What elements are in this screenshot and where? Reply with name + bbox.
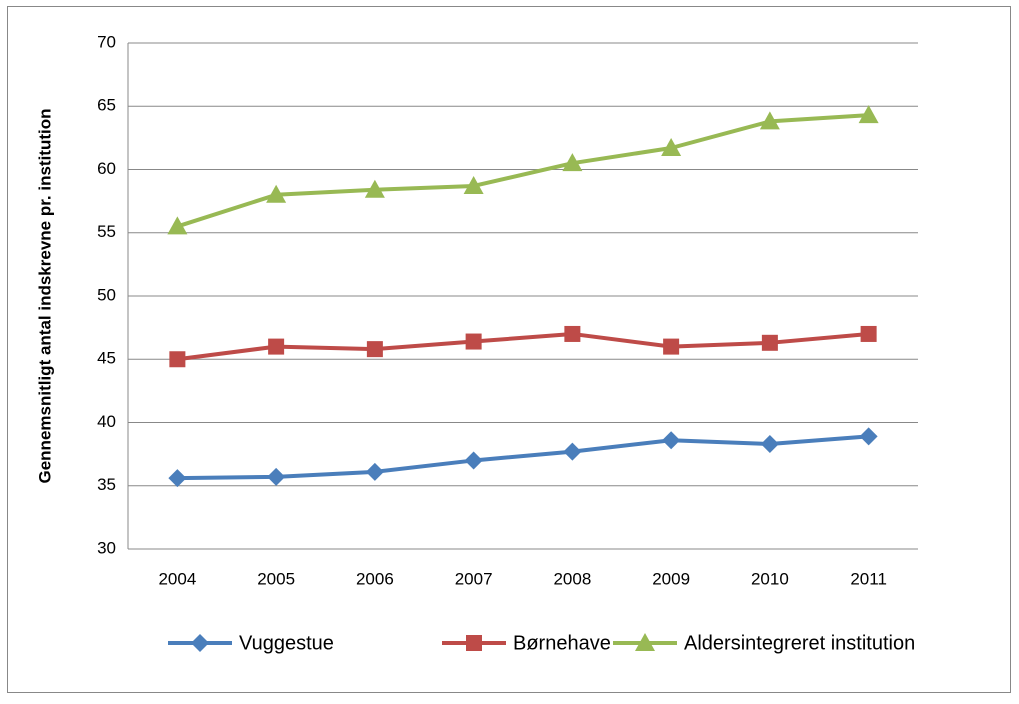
data-point	[562, 153, 583, 172]
x-tick-label: 2010	[751, 569, 789, 588]
y-tick-label: 60	[97, 159, 116, 178]
y-tick-label: 70	[97, 32, 116, 51]
x-tick-label: 2007	[455, 569, 493, 588]
data-point	[267, 467, 286, 486]
data-point	[760, 435, 779, 454]
chart-border	[7, 6, 1011, 693]
data-point	[661, 137, 682, 156]
data-point	[366, 341, 383, 358]
legend-label: Børnehave	[513, 632, 611, 654]
legend-label: Aldersintegreret institution	[684, 632, 915, 654]
x-tick-label: 2005	[257, 569, 295, 588]
data-point	[759, 111, 780, 130]
data-point	[663, 338, 680, 355]
y-tick-label: 40	[97, 412, 116, 431]
series-line	[177, 434, 869, 481]
data-point	[364, 179, 385, 198]
y-tick-label: 65	[97, 96, 116, 115]
legend-marker	[635, 633, 655, 651]
x-tick-label: 2009	[652, 569, 690, 588]
legend-marker	[466, 635, 482, 651]
data-point	[858, 105, 879, 124]
data-point	[365, 462, 384, 481]
data-point	[662, 431, 681, 450]
legend-label: Vuggestue	[239, 632, 334, 654]
data-point	[761, 334, 778, 351]
y-tick-label: 45	[97, 349, 116, 368]
legend-marker	[191, 634, 209, 652]
y-tick-label: 50	[97, 285, 116, 304]
series-line	[177, 331, 869, 362]
series-line	[176, 113, 869, 229]
x-tick-label: 2006	[356, 569, 394, 588]
y-tick-label: 35	[97, 475, 116, 494]
data-point	[268, 338, 285, 355]
x-tick-label: 2004	[158, 569, 196, 588]
data-point	[860, 325, 877, 342]
data-point	[859, 427, 878, 446]
data-point	[564, 325, 581, 342]
x-tick-label: 2008	[553, 569, 591, 588]
x-tick-label: 2011	[850, 569, 887, 588]
data-point	[464, 451, 483, 470]
data-point	[465, 333, 482, 350]
data-point	[169, 351, 186, 368]
data-point	[168, 469, 187, 488]
data-point	[266, 184, 287, 203]
y-axis-label: Gennemsnitligt antal indskrevne pr. inst…	[35, 109, 54, 484]
y-tick-label: 55	[97, 222, 116, 241]
y-tick-label: 30	[97, 538, 116, 557]
data-point	[563, 442, 582, 461]
data-point	[463, 175, 484, 194]
data-point	[167, 216, 188, 235]
